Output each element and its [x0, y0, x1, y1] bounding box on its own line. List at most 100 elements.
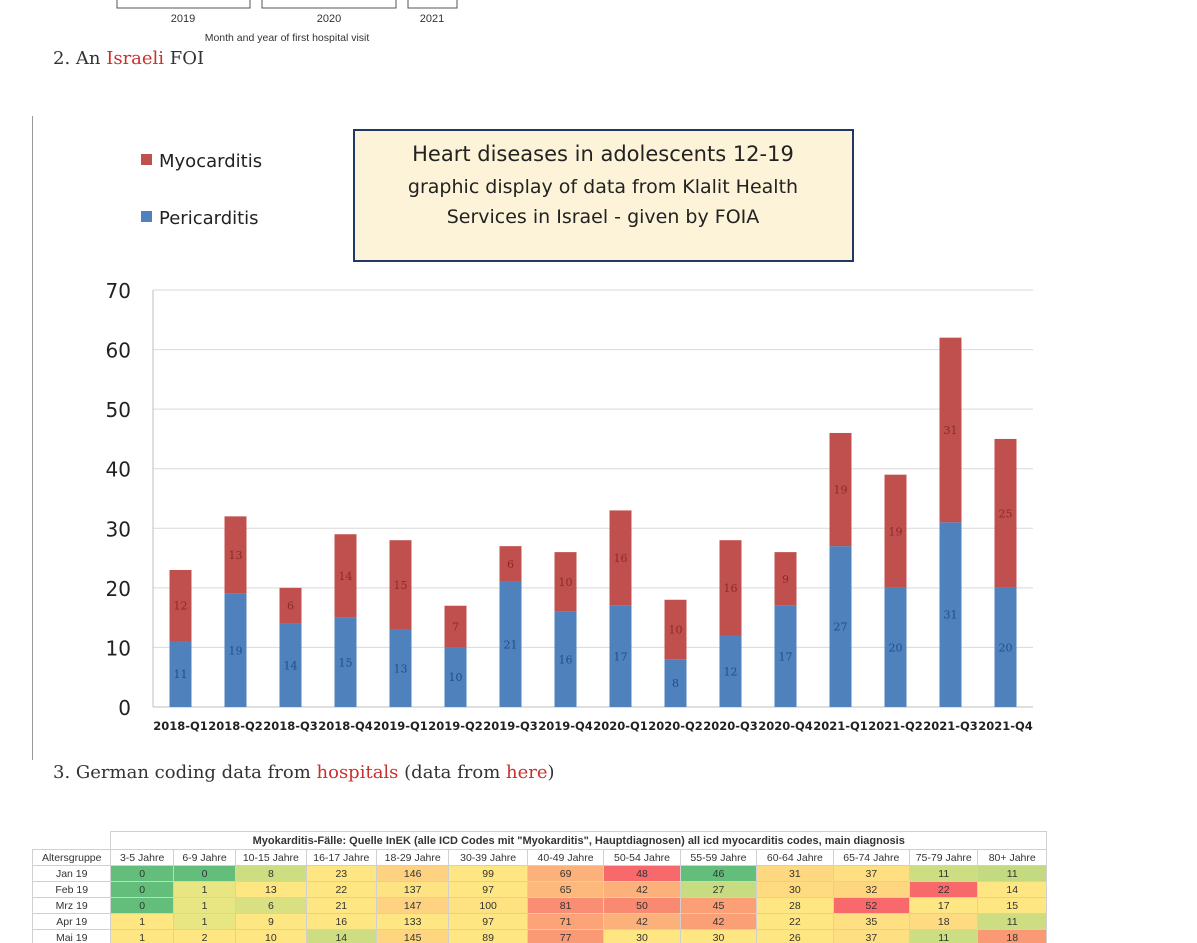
table-cell: 11: [977, 913, 1047, 930]
table-cell: 32: [832, 881, 911, 898]
table-cell: 6: [235, 897, 307, 914]
bar-data-label: 12: [174, 600, 188, 613]
table-cell: 16: [305, 913, 377, 930]
table-cell: 23: [305, 865, 377, 882]
bar-myocarditis-2019-Q4: [554, 552, 577, 612]
x-tick-label: 2021-Q4: [978, 719, 1033, 733]
here-link[interactable]: here: [506, 762, 548, 783]
bar-data-label: 16: [559, 653, 573, 666]
table-row: Feb 19 0 1 13 22 137 97 65 42 27 30 32 22 14: [32, 881, 1047, 898]
prev-chart-box-2020: [261, 0, 397, 9]
table-cell: 1: [110, 913, 174, 930]
bar-data-label: 8: [672, 677, 679, 690]
x-tick-label: 2018-Q1: [153, 719, 208, 733]
table-cell: 22: [756, 913, 834, 930]
table-column-header: 60-64 Jahre: [756, 849, 834, 866]
table-cell: 2: [172, 929, 237, 943]
table-cell: 89: [448, 929, 528, 943]
bar-myocarditis-2018-Q2: [224, 516, 247, 594]
table-row-label: Mai 19: [32, 929, 112, 943]
bar-myocarditis-2021-Q3: [939, 337, 962, 523]
bar-data-label: 21: [504, 638, 518, 651]
bar-myocarditis-2021-Q4: [994, 438, 1017, 588]
table-cell: 42: [603, 913, 681, 930]
paragraph-german-coding: 3. German coding data from hospitals (da…: [53, 762, 555, 783]
table-column-header: 30-39 Jahre: [448, 849, 528, 866]
table-cell: 26: [756, 929, 834, 943]
table-cell: 0: [110, 897, 174, 914]
bar-data-label: 10: [449, 671, 463, 684]
para2-prefix: 2. An: [53, 48, 107, 69]
bar-pericarditis-2020-Q4: [774, 605, 797, 707]
table-column-header: 3-5 Jahre: [110, 849, 174, 866]
bar-data-label: 16: [614, 552, 628, 565]
table-cell: 10: [235, 929, 307, 943]
table-row-label: Mrz 19: [32, 897, 112, 914]
prev-chart-year-label: 2019: [171, 13, 195, 25]
table-cell: 11: [909, 929, 979, 943]
bar-data-label: 25: [999, 507, 1013, 520]
legend-label-pericarditis: Pericarditis: [159, 208, 259, 229]
bar-data-label: 14: [284, 659, 298, 672]
bar-data-label: 15: [339, 656, 353, 669]
table-cell: 100: [448, 897, 528, 914]
table-header-label: Altersgruppe: [32, 849, 112, 866]
table-column-header: 10-15 Jahre: [235, 849, 307, 866]
table-cell: 30: [603, 929, 681, 943]
prev-chart-box-2021: [407, 0, 458, 9]
bar-data-label: 14: [339, 570, 353, 583]
table-column-header: 65-74 Jahre: [832, 849, 911, 866]
table-cell: 30: [679, 929, 758, 943]
table-cell: 1: [172, 881, 237, 898]
bar-pericarditis-2019-Q1: [389, 629, 412, 707]
table-cell: 50: [603, 897, 681, 914]
bar-data-label: 19: [229, 644, 243, 657]
table-cell: 11: [909, 865, 979, 882]
table-header-row: Altersgruppe 3-5 Jahre 6-9 Jahre 10-15 Jah…: [32, 849, 1047, 866]
table-cell: 18: [977, 929, 1047, 943]
table-title-row: Myokarditis-Fälle: Quelle InEK (alle ICD…: [32, 831, 1047, 850]
table-cell: 22: [909, 881, 979, 898]
x-tick-label: 2018-Q3: [263, 719, 318, 733]
bar-pericarditis-2020-Q3: [719, 635, 742, 707]
bar-data-label: 9: [782, 573, 789, 586]
x-tick-label: 2020-Q1: [593, 719, 648, 733]
bar-pericarditis-2019-Q4: [554, 611, 577, 707]
table-cell: 14: [305, 929, 377, 943]
table-cell: 18: [909, 913, 979, 930]
x-tick-label: 2019-Q1: [373, 719, 428, 733]
table-cell: 0: [172, 865, 237, 882]
table-cell: 147: [375, 897, 450, 914]
bar-pericarditis-2018-Q4: [334, 617, 357, 707]
table-cell: 14: [977, 881, 1047, 898]
x-tick-label: 2020-Q3: [703, 719, 758, 733]
bar-pericarditis-2018-Q3: [279, 623, 302, 707]
table-cell: 37: [832, 865, 911, 882]
table-cell: 71: [526, 913, 605, 930]
chart-title-line: Heart diseases in adolescents 12-19: [412, 142, 794, 166]
x-tick-label: 2018-Q4: [318, 719, 373, 733]
israeli-link[interactable]: Israeli: [106, 48, 165, 69]
bar-data-label: 13: [229, 549, 243, 562]
x-tick-label: 2021-Q2: [868, 719, 923, 733]
x-tick-label: 2021-Q3: [923, 719, 978, 733]
table-cell: 1: [172, 897, 237, 914]
x-tick-label: 2019-Q3: [483, 719, 538, 733]
bar-myocarditis-2021-Q2: [884, 474, 907, 588]
table-row: Mrz 19 0 1 6 21 147 100 81 50 45 28 52 17 15: [32, 897, 1047, 914]
table-column-header: 80+ Jahre: [977, 849, 1047, 866]
heart-disease-chart: Heart diseases in adolescents 12-19 grap…: [32, 116, 1057, 760]
bar-data-label: 15: [394, 579, 408, 592]
prev-chart-year-label: 2021: [420, 13, 444, 25]
para2-suffix: FOI: [164, 48, 205, 69]
bar-data-label: 13: [394, 662, 408, 675]
bar-data-label: 6: [507, 558, 514, 571]
bar-data-label: 17: [614, 650, 628, 663]
table-column-header: 50-54 Jahre: [603, 849, 681, 866]
bar-myocarditis-2018-Q1: [169, 569, 192, 642]
table-row: Jan 19 0 0 8 23 146 99 69 48 46 31 37 11 11: [32, 865, 1047, 882]
hospitals-link[interactable]: hospitals: [316, 762, 399, 783]
bar-data-label: 19: [889, 525, 903, 538]
prev-chart-box-2019: [116, 0, 251, 9]
table-cell: 69: [526, 865, 605, 882]
